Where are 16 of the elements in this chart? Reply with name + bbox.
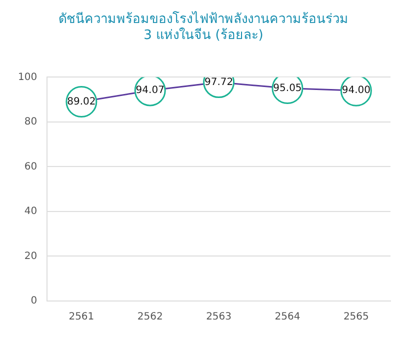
y-tick-label: 80	[24, 116, 38, 128]
y-tick-label: 100	[18, 72, 38, 83]
y-tick-label: 20	[24, 250, 38, 262]
y-tick-label: 60	[24, 161, 38, 172]
y-tick-label: 40	[24, 206, 38, 218]
x-tick-label: 2563	[206, 312, 232, 323]
x-tick-label: 2562	[137, 312, 163, 323]
x-tick-label: 2564	[274, 312, 300, 323]
text: 89.02	[67, 96, 96, 108]
text: 94.00	[342, 85, 370, 96]
x-tick-label: 2561	[68, 312, 94, 323]
text: 94.07	[136, 85, 164, 96]
chart-title: ดัชนีความพร้อมของโรงไฟฟ้าพลังงานความร้อนร่วม 3 แห่งในจีน (ร้อยละ)	[58, 11, 348, 43]
y-tick-label: 0	[30, 296, 38, 307]
x-tick-label: 2565	[343, 312, 369, 323]
text: 95.05	[273, 82, 302, 94]
